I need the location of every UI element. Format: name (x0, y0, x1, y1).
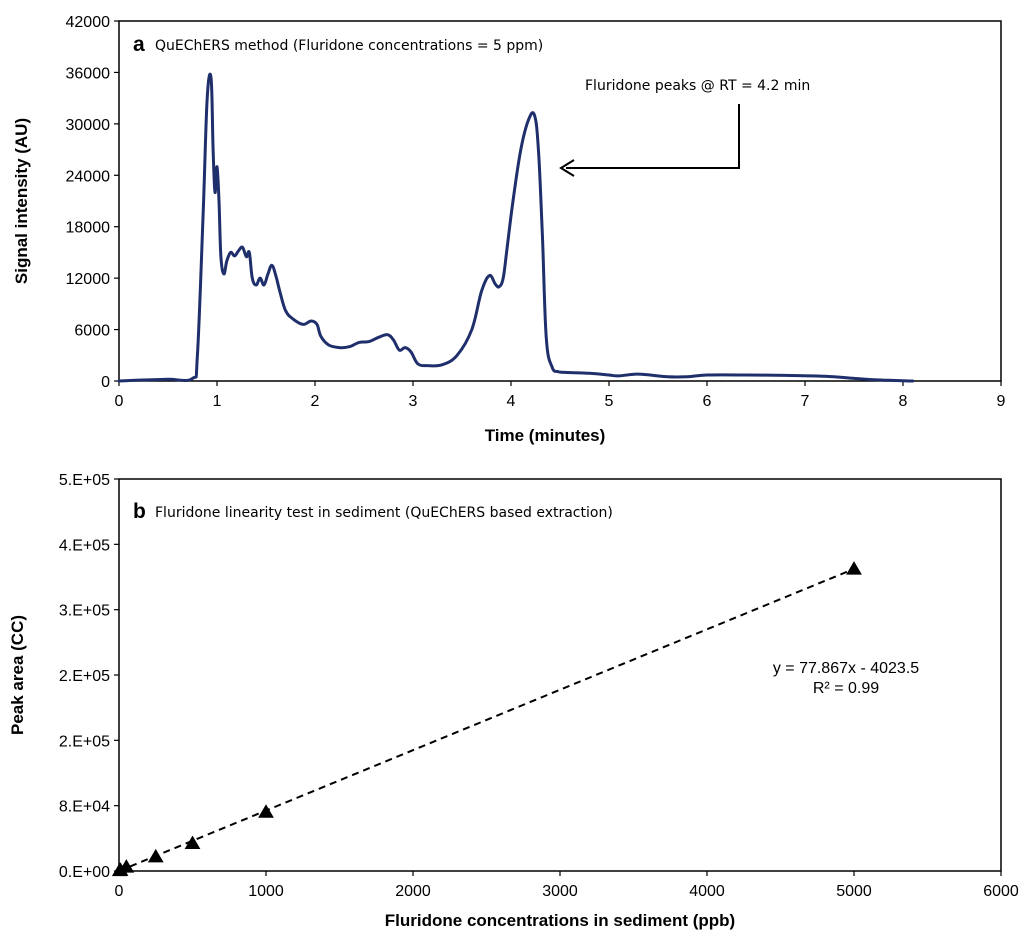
panel-b-x-tick-label: 2000 (395, 883, 431, 900)
panel-b-data-point (147, 848, 164, 863)
panel-b-x-tick-label: 6000 (983, 883, 1019, 900)
panel-a-y-ticks: 0 6000 12000 18000 24000 30000 36000 42000 (66, 14, 119, 391)
panel-b-x-tick-label: 5000 (836, 883, 872, 900)
panel-b-x-tick-label: 1000 (248, 883, 284, 900)
panel-b-x-tick-label: 3000 (542, 883, 578, 900)
panel-b-title: Fluridone linearity test in sediment (Qu… (155, 505, 613, 521)
panel-b-trendline (118, 567, 855, 872)
panel-a-y-tick-label: 0 (101, 374, 110, 391)
panel-a-y-tick-label: 24000 (66, 168, 111, 185)
panel-b-data-points (111, 561, 862, 877)
panel-b-x-tick-label: 4000 (689, 883, 725, 900)
panel-a-x-axis-title: Time (minutes) (485, 426, 606, 445)
panel-a-plot-frame (118, 20, 1002, 382)
panel-b-y-axis-title: Peak area (CC) (8, 615, 27, 735)
panel-a-title: QuEChERS method (Fluridone concentration… (155, 38, 543, 54)
panel-a-x-tick-label: 5 (605, 393, 614, 410)
panel-a-arrow (559, 104, 740, 177)
panel-b-x-axis-title: Fluridone concentrations in sediment (pp… (385, 911, 735, 930)
panel-b-y-ticks: 0.E+00 8.E+04 2.E+05 2.E+05 3.E+05 4.E+05 5.E+… (59, 472, 119, 881)
panel-a-x-ticks: 0 1 2 3 4 5 6 7 8 9 (115, 381, 1006, 410)
panel-b-y-tick-label: 5.E+05 (59, 472, 110, 489)
panel-a-y-tick-label: 30000 (66, 117, 111, 134)
panel-a-y-tick-label: 6000 (74, 323, 110, 340)
panel-a-x-tick-label: 0 (115, 393, 124, 410)
panel-a-letter: a (133, 33, 145, 56)
panel-a-x-tick-label: 4 (507, 393, 516, 410)
panel-b-data-point (258, 804, 274, 818)
panel-a-x-tick-label: 1 (213, 393, 222, 410)
panel-b-letter: b (133, 500, 146, 523)
panel-b-r-squared: R² = 0.99 (813, 680, 879, 697)
panel-a-x-tick-label: 3 (409, 393, 418, 410)
panel-a-y-tick-label: 12000 (66, 271, 111, 288)
panel-b-y-tick-label: 2.E+05 (59, 733, 110, 750)
panel-a-y-tick-label: 36000 (66, 65, 111, 82)
panel-b-data-point (846, 561, 862, 575)
panel-a-peak-annotation: Fluridone peaks @ RT = 4.2 min (585, 78, 810, 94)
panel-a-chromatogram-line (117, 72, 915, 383)
panel-b-data-point (118, 859, 135, 873)
panel-b-y-tick-label: 8.E+04 (59, 799, 110, 816)
panel-b-x-ticks: 0 1000 2000 3000 4000 5000 6000 (115, 871, 1019, 900)
panel-a-x-tick-label: 8 (899, 393, 908, 410)
panel-a-chromatogram: 0 6000 12000 18000 24000 30000 36000 42000 0 1 2 3… (12, 14, 1006, 445)
panel-a-x-tick-label: 7 (801, 393, 810, 410)
panel-b-y-tick-label: 0.E+00 (59, 864, 110, 881)
panel-a-arrow-line (566, 104, 740, 169)
panel-a-arrow-head (559, 159, 575, 177)
panel-a-x-tick-label: 9 (997, 393, 1006, 410)
panel-b-data-point (184, 835, 201, 850)
panel-b-x-tick-label: 0 (115, 883, 124, 900)
panel-a-x-tick-label: 2 (311, 393, 320, 410)
panel-a-y-tick-label: 42000 (66, 14, 111, 31)
panel-b-linearity: 0.E+00 8.E+04 2.E+05 2.E+05 3.E+05 4.E+05 5.E+… (8, 472, 1019, 930)
panel-a-y-axis-title: Signal intensity (AU) (12, 118, 31, 284)
panel-b-equation: y = 77.867x - 4023.5 (773, 660, 919, 677)
panel-b-y-tick-label: 2.E+05 (59, 668, 110, 685)
panel-a-y-tick-label: 18000 (66, 220, 111, 237)
panel-b-y-tick-label: 4.E+05 (59, 537, 110, 554)
panel-b-y-tick-label: 3.E+05 (59, 603, 110, 620)
panel-a-x-tick-label: 6 (703, 393, 712, 410)
